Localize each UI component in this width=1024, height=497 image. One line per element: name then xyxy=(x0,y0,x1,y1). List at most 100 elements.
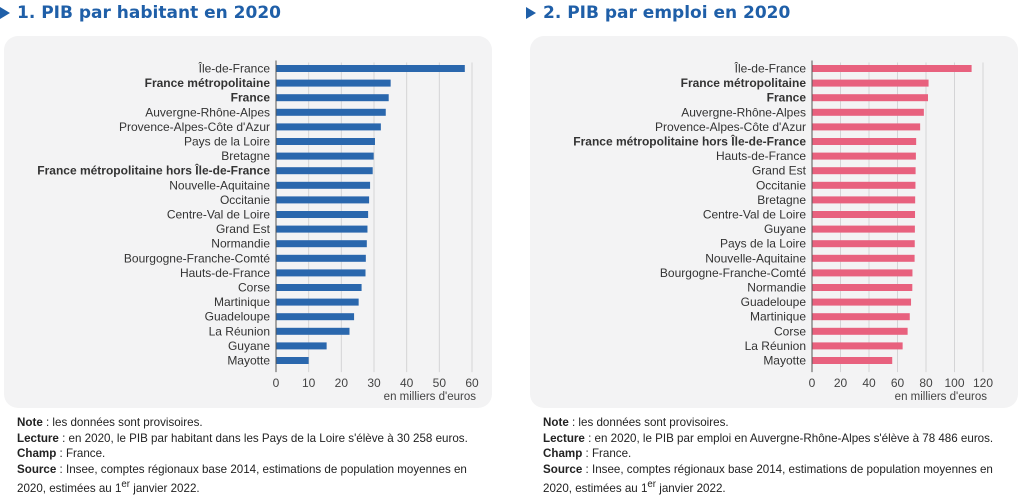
source-end: janvier 2022. xyxy=(130,482,200,496)
bar xyxy=(812,240,915,248)
bar xyxy=(276,342,327,350)
chart-notes-2: Note : les données sont provisoires. Lec… xyxy=(543,415,1023,497)
bar xyxy=(812,152,916,160)
champ-text: : France. xyxy=(582,447,632,461)
note-text: : les données sont provisoires. xyxy=(568,416,729,429)
x-axis-unit-label: en milliers d'euros xyxy=(384,391,477,403)
category-label: Pays de la Loire xyxy=(720,237,806,251)
bar xyxy=(812,284,913,291)
category-label: Bretagne xyxy=(757,193,806,207)
chart-panel-1: 1. PIB par habitant en 2020 Île-de-Franc… xyxy=(0,0,505,495)
category-label: La Réunion xyxy=(745,339,806,353)
chart-card-2: Île-de-France France métropolitaine France… xyxy=(530,36,1018,408)
category-label: Provence-Alpes-Côte d'Azur xyxy=(655,120,806,134)
bar xyxy=(276,269,366,277)
source-date-number: 1 xyxy=(640,482,648,496)
bar xyxy=(276,65,465,72)
bar xyxy=(812,269,913,277)
chart-title-1: 1. PIB par habitant en 2020 xyxy=(0,2,281,24)
category-label: Centre-Val de Loire xyxy=(703,208,806,222)
x-tick-label: 40 xyxy=(862,376,876,390)
champ-line: Champ : France. xyxy=(17,446,497,462)
bar xyxy=(276,196,370,204)
bar xyxy=(812,327,908,335)
category-label: France métropolitaine hors Île-de-France xyxy=(37,163,270,178)
bar xyxy=(276,79,391,87)
x-tick-label: 0 xyxy=(273,376,280,390)
category-label: Hauts-de-France xyxy=(180,266,270,280)
source-end: janvier 2022. xyxy=(656,482,726,496)
category-label: Corse xyxy=(774,324,806,338)
bar xyxy=(812,196,916,204)
bar xyxy=(812,254,915,262)
category-label: France métropolitaine xyxy=(681,76,807,90)
bar xyxy=(812,342,903,350)
bar xyxy=(276,298,359,306)
bar xyxy=(276,327,350,335)
category-label: Grand Est xyxy=(752,164,807,178)
chart-notes-1: Note : les données sont provisoires. Lec… xyxy=(17,415,497,497)
bar xyxy=(276,225,368,233)
x-tick-label: 80 xyxy=(919,376,933,390)
source-line: Source : Insee, comptes régionaux base 2… xyxy=(17,462,497,497)
category-label: Mayotte xyxy=(763,354,806,368)
lecture-line: Lecture : en 2020, le PIB par habitant d… xyxy=(17,431,497,447)
category-label: Guadeloupe xyxy=(741,295,807,309)
source-line: Source : Insee, comptes régionaux base 2… xyxy=(543,462,1023,497)
x-tick-label: 60 xyxy=(465,376,479,390)
category-label: Martinique xyxy=(750,310,806,324)
category-label: Bourgogne-Franche-Comté xyxy=(124,251,270,265)
category-label: Corse xyxy=(238,281,270,295)
chart-title-text-2: 2. PIB par emploi en 2020 xyxy=(543,3,791,23)
note-label: Note xyxy=(17,416,43,429)
lecture-text: : en 2020, le PIB par habitant dans les … xyxy=(58,431,468,445)
bar xyxy=(276,240,367,248)
bar xyxy=(812,225,915,233)
bar xyxy=(276,94,389,102)
category-label: Guyane xyxy=(228,339,270,353)
chart-panel-2: 2. PIB par emploi en 2020 Île-de-France F… xyxy=(526,0,1024,495)
bar xyxy=(276,313,355,321)
lecture-line: Lecture : en 2020, le PIB par emploi en … xyxy=(543,431,1023,447)
category-label: Hauts-de-France xyxy=(716,149,806,163)
champ-label: Champ xyxy=(543,447,583,461)
note-text: : les données sont provisoires. xyxy=(42,416,203,429)
bar xyxy=(276,284,362,291)
bar xyxy=(812,181,916,189)
category-label: Occitanie xyxy=(756,178,806,192)
lecture-text: : en 2020, le PIB par emploi en Auvergne… xyxy=(584,431,994,445)
bar xyxy=(276,152,374,160)
category-label: La Réunion xyxy=(209,324,270,338)
source-superscript: er xyxy=(647,479,657,491)
lecture-label: Lecture xyxy=(17,431,59,445)
champ-line: Champ : France. xyxy=(543,446,1023,462)
category-label: Bourgogne-Franche-Comté xyxy=(660,266,806,280)
lecture-label: Lecture xyxy=(543,431,585,445)
x-tick-label: 20 xyxy=(834,376,848,390)
x-tick-label: 60 xyxy=(891,376,905,390)
x-tick-label: 10 xyxy=(302,376,316,390)
category-label: Nouvelle-Aquitaine xyxy=(705,251,806,265)
category-label: Guadeloupe xyxy=(205,310,271,324)
source-label: Source xyxy=(543,462,583,476)
bar xyxy=(812,313,910,321)
category-label: Auvergne-Rhône-Alpes xyxy=(681,105,806,119)
champ-text: : France. xyxy=(56,447,106,461)
category-label: Île-de-France xyxy=(734,61,807,76)
category-label: Pays de la Loire xyxy=(184,135,270,149)
category-label: France xyxy=(231,91,271,105)
source-superscript: er xyxy=(121,479,131,491)
category-label: France xyxy=(767,91,807,105)
category-label: Île-de-France xyxy=(198,61,271,76)
category-label: France métropolitaine xyxy=(145,76,271,90)
x-tick-label: 0 xyxy=(809,376,816,390)
bar xyxy=(812,79,929,87)
bar xyxy=(812,94,928,102)
category-label: Occitanie xyxy=(220,193,270,207)
category-label: Normandie xyxy=(211,237,270,251)
bar xyxy=(276,181,371,189)
source-label: Source xyxy=(17,462,57,476)
x-tick-label: 40 xyxy=(400,376,414,390)
